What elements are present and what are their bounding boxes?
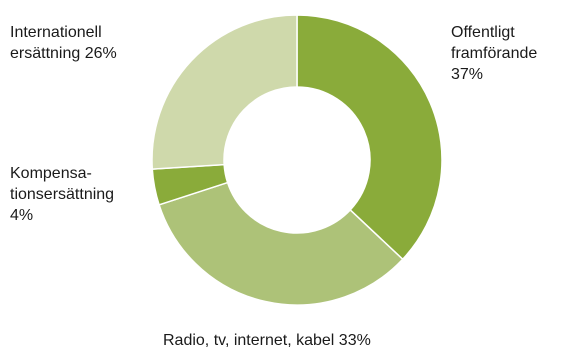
label-internationell-ersattning-line-1: Internationell	[10, 24, 102, 41]
label-internationell-ersattning: Internationell ersättning 26%	[10, 22, 117, 64]
label-offentligt-framforande: Offentligt framförande 37%	[451, 22, 537, 85]
slice-offentligt-framforande	[296, 14, 443, 261]
label-offentligt-framforande-line-3: 37%	[451, 66, 484, 83]
label-kompensationsersattning-line-2: tionsersättning	[10, 186, 115, 203]
label-offentligt-framforande-line-1: Offentligt	[451, 24, 515, 41]
donut-slices	[151, 14, 443, 306]
label-radio-tv-internet-kabel-line-1: Radio, tv, internet, kabel 33%	[163, 332, 371, 349]
label-kompensationsersattning-line-1: Kompensa-	[10, 165, 92, 182]
label-kompensationsersattning: Kompensa- tionsersättning 4%	[10, 163, 114, 226]
label-kompensationsersattning-line-3: 4%	[10, 207, 34, 224]
slice-internationell-ersattning	[151, 14, 298, 170]
slice-radio-tv-internet-kabel	[158, 181, 404, 306]
label-internationell-ersattning-line-2: ersättning 26%	[10, 45, 117, 62]
label-radio-tv-internet-kabel: Radio, tv, internet, kabel 33%	[163, 330, 371, 351]
label-offentligt-framforande-line-2: framförande	[451, 45, 538, 62]
